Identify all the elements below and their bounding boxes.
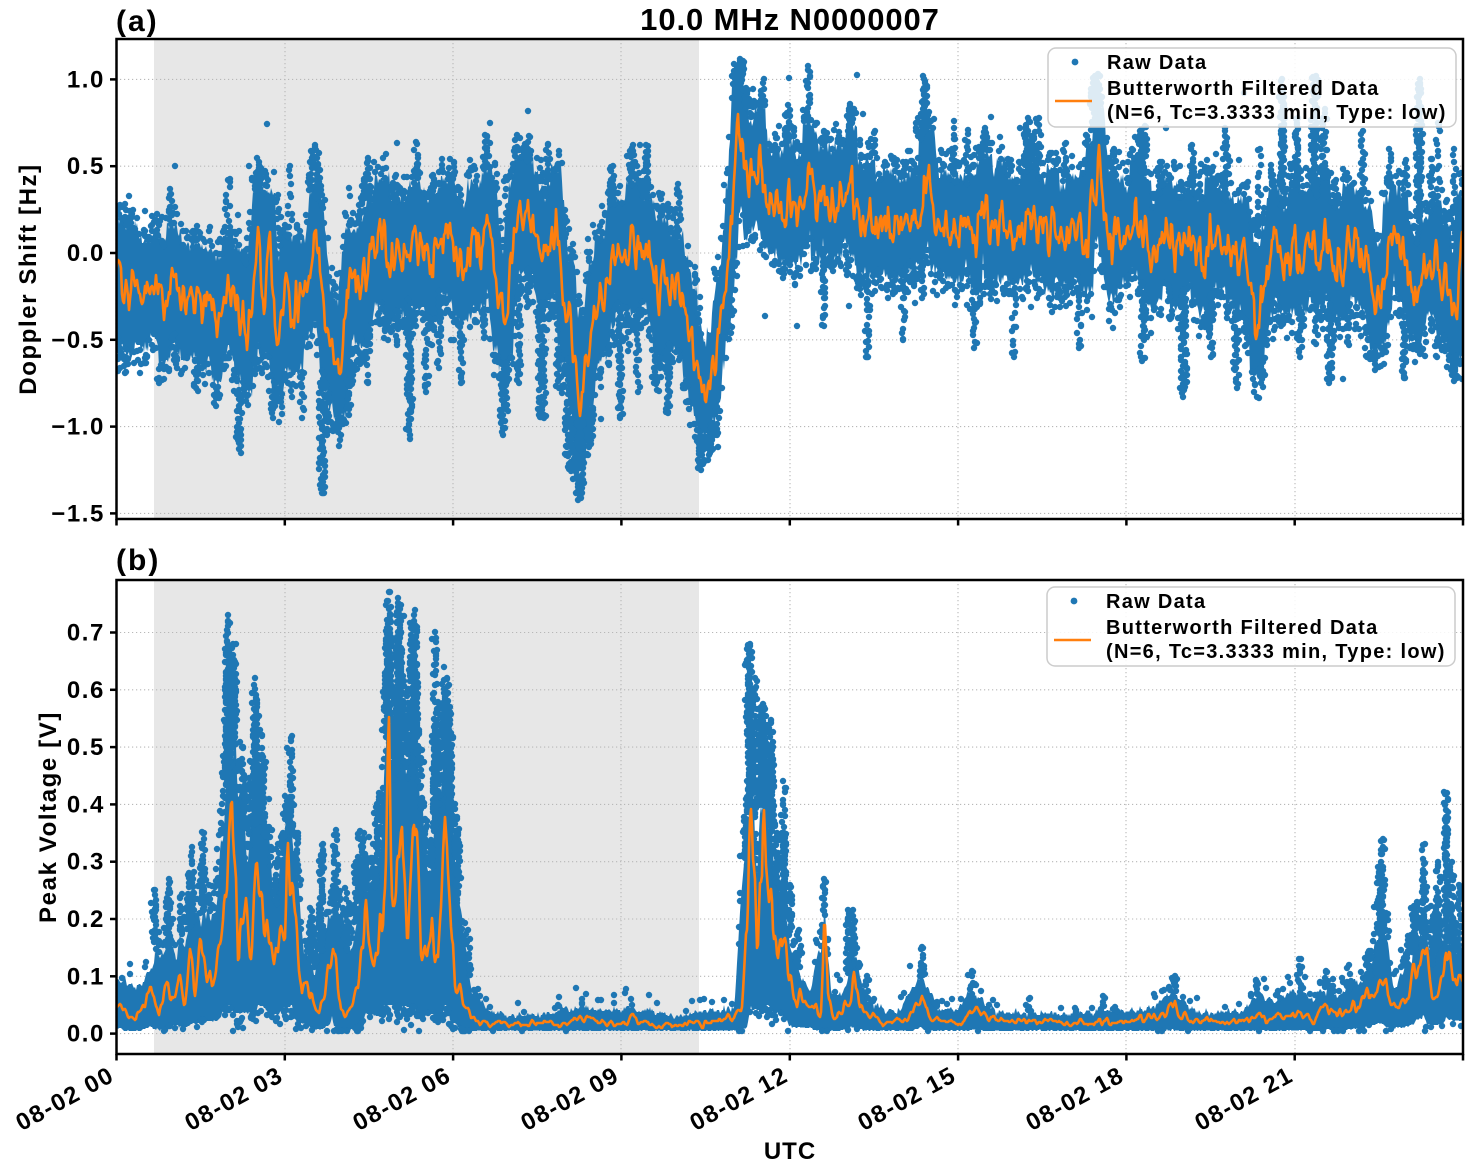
svg-text:(a): (a) <box>116 5 159 38</box>
svg-text:0.4: 0.4 <box>67 791 105 818</box>
svg-text:0.5: 0.5 <box>67 153 105 180</box>
svg-text:UTC: UTC <box>764 1138 816 1165</box>
svg-text:(N=6, Tc=3.3333 min, Type: low: (N=6, Tc=3.3333 min, Type: low) <box>1107 102 1447 124</box>
svg-text:1.0: 1.0 <box>67 66 105 93</box>
svg-text:(N=6, Tc=3.3333 min, Type: low: (N=6, Tc=3.3333 min, Type: low) <box>1106 641 1446 663</box>
svg-text:Raw Data: Raw Data <box>1106 591 1206 613</box>
svg-text:−1.5: −1.5 <box>51 500 105 527</box>
svg-text:0.2: 0.2 <box>67 906 105 933</box>
svg-text:Raw Data: Raw Data <box>1107 52 1207 74</box>
svg-text:0.0: 0.0 <box>67 240 105 267</box>
svg-text:0.3: 0.3 <box>67 849 105 876</box>
svg-text:Butterworth Filtered Data: Butterworth Filtered Data <box>1106 617 1379 639</box>
svg-text:−0.5: −0.5 <box>51 327 105 354</box>
svg-text:0.6: 0.6 <box>67 677 105 704</box>
svg-text:0.1: 0.1 <box>67 963 105 990</box>
svg-text:(b): (b) <box>116 544 160 577</box>
svg-text:10.0 MHz N0000007: 10.0 MHz N0000007 <box>640 2 940 37</box>
svg-text:−1.0: −1.0 <box>51 414 105 441</box>
svg-text:Peak Voltage [V]: Peak Voltage [V] <box>35 711 62 923</box>
svg-text:0.0: 0.0 <box>67 1021 105 1048</box>
svg-text:0.5: 0.5 <box>67 734 105 761</box>
svg-text:Butterworth Filtered Data: Butterworth Filtered Data <box>1107 78 1380 100</box>
svg-text:Doppler Shift [Hz]: Doppler Shift [Hz] <box>15 163 42 394</box>
svg-text:0.7: 0.7 <box>67 620 105 647</box>
